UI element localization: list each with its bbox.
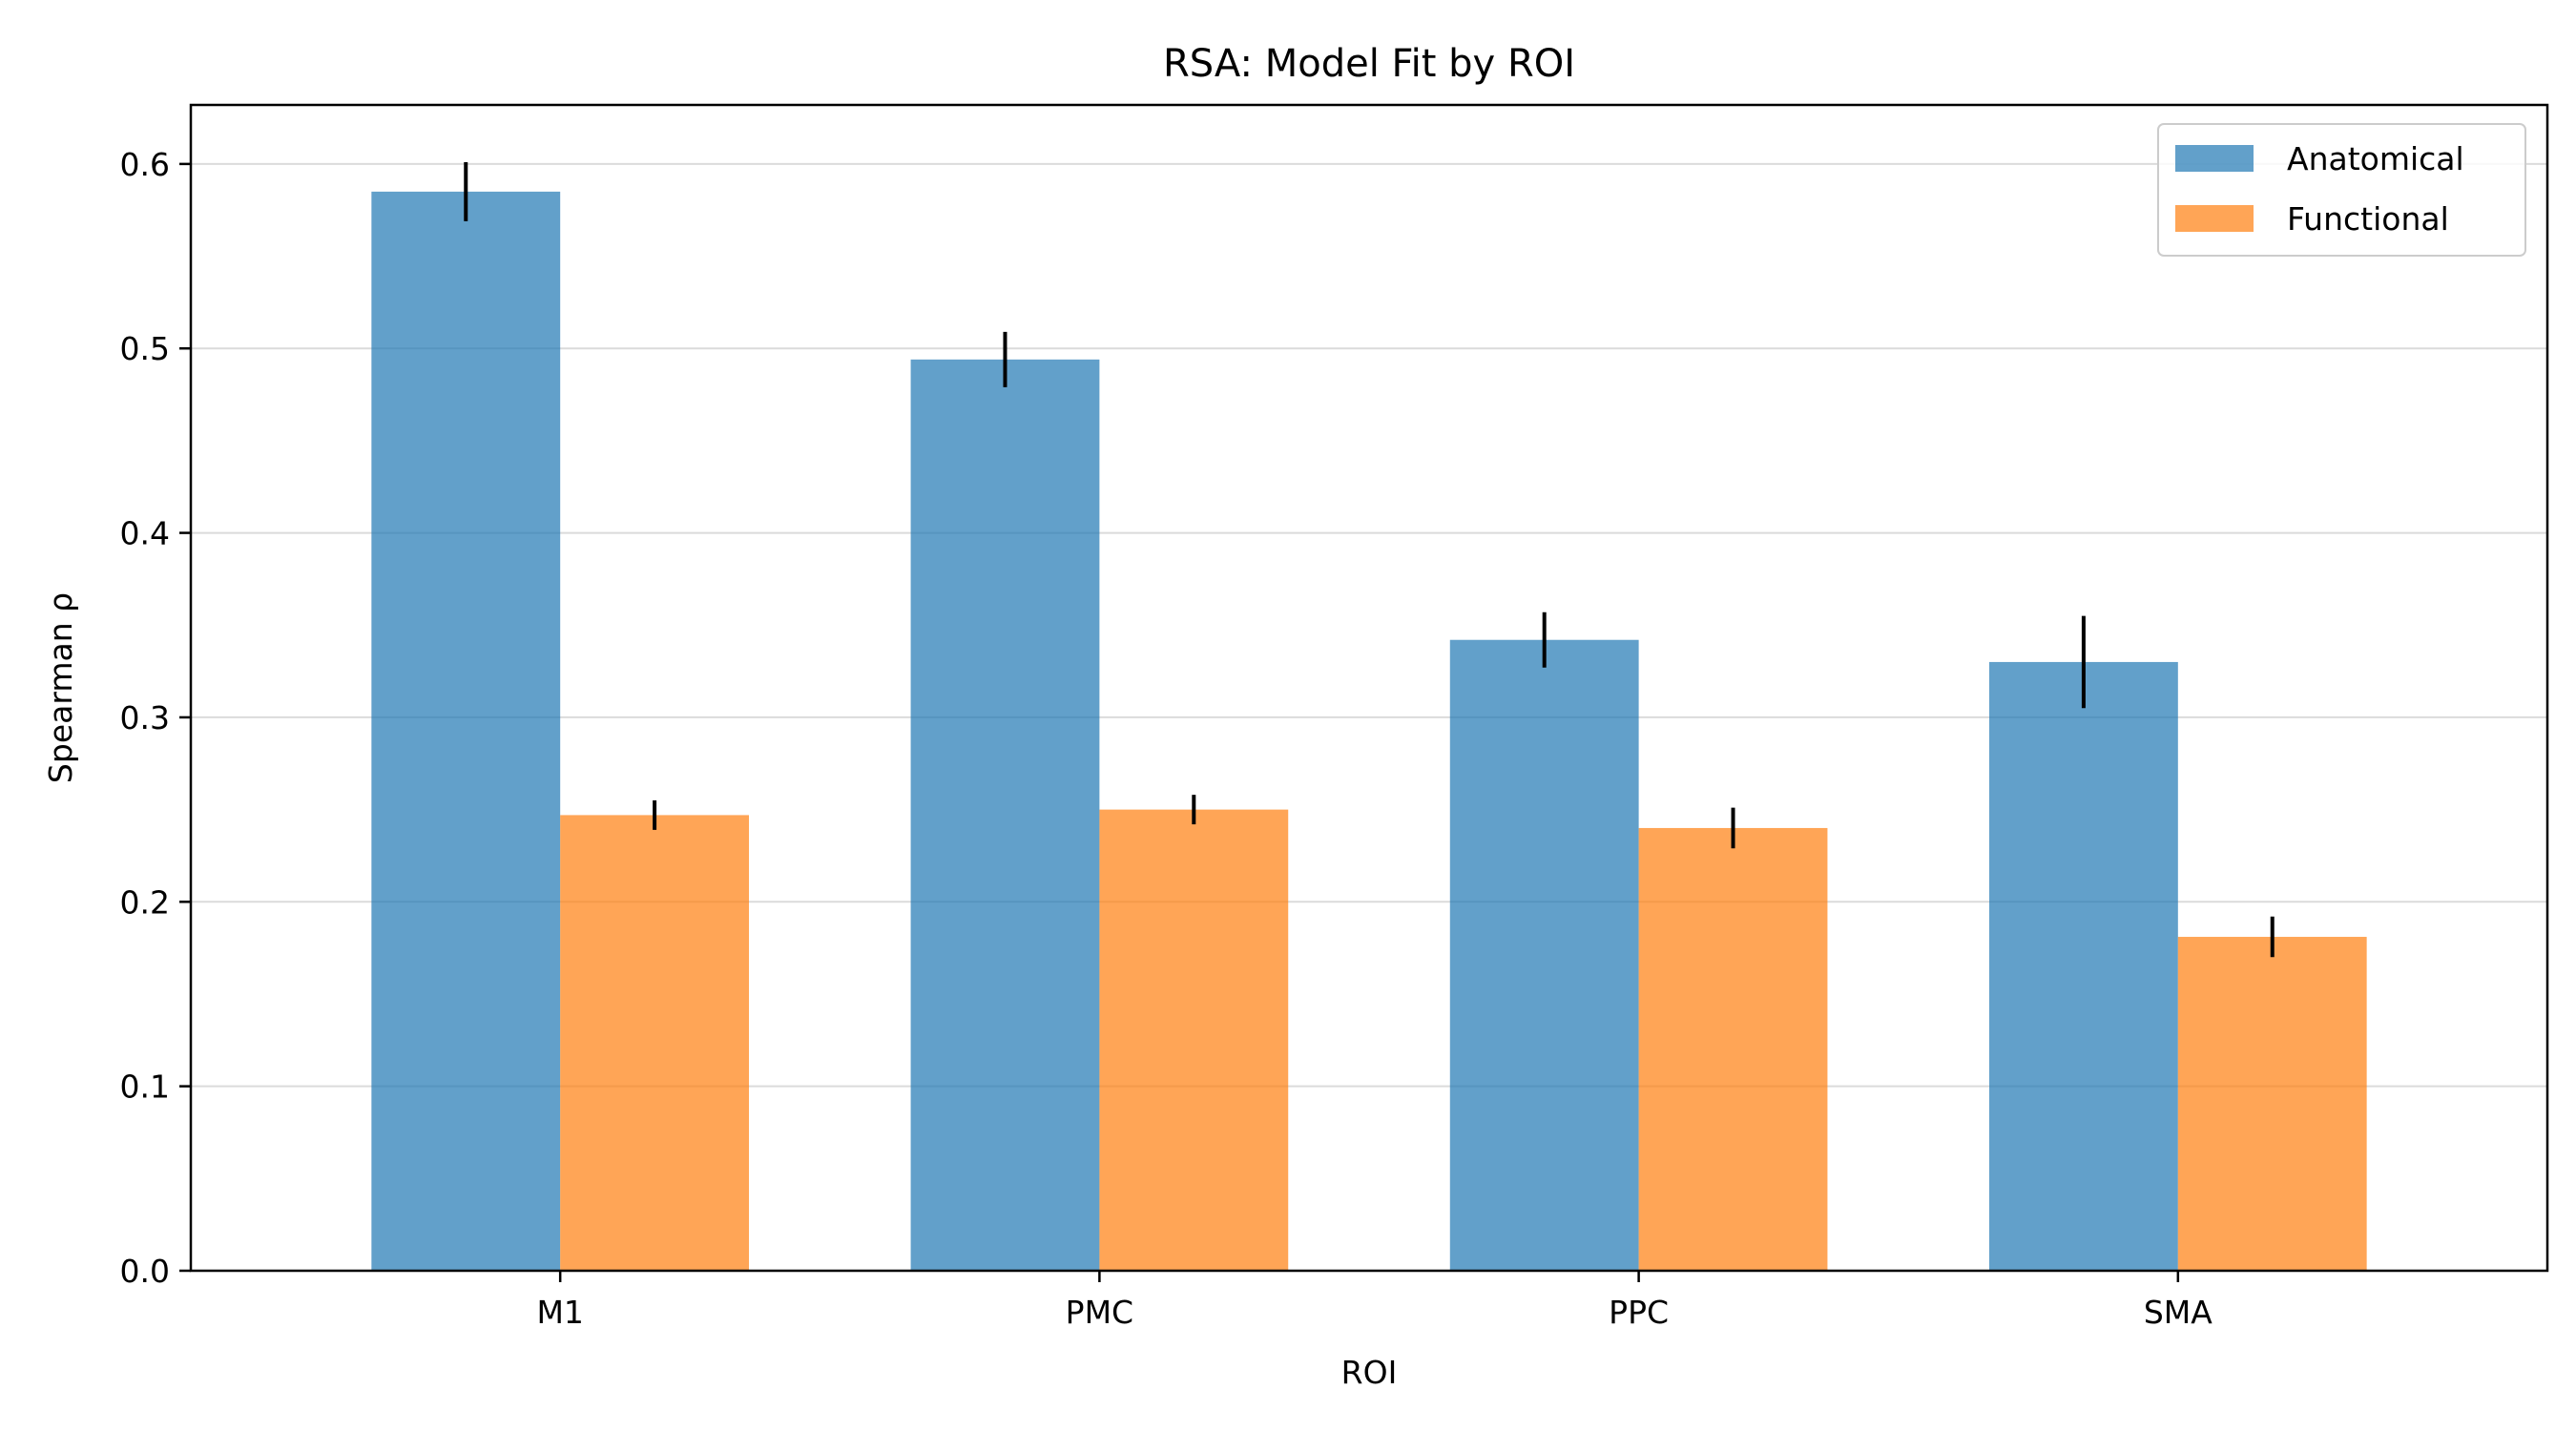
- bar-anatomical: [910, 359, 1100, 1271]
- y-tick-label: 0.1: [120, 1068, 170, 1106]
- bar-anatomical: [371, 191, 561, 1271]
- y-tick-label: 0.4: [120, 515, 170, 552]
- bar-functional: [2177, 937, 2367, 1271]
- x-tick-label: SMA: [2144, 1294, 2212, 1331]
- legend-label-functional: Functional: [2287, 200, 2449, 238]
- y-axis-label: Spearman ρ: [42, 592, 79, 783]
- y-tick-label: 0.3: [120, 699, 170, 736]
- legend: Anatomical Functional: [2157, 123, 2526, 257]
- bar-functional: [560, 815, 749, 1271]
- x-tick-label: PMC: [1066, 1294, 1133, 1331]
- x-axis-label: ROI: [1341, 1354, 1398, 1391]
- plot-frame: [189, 103, 2549, 1273]
- bar-functional: [1638, 827, 1828, 1271]
- bars: [371, 191, 2367, 1271]
- y-axis-ticks: 0.0 0.1 0.2 0.3 0.4 0.5 0.6: [120, 146, 191, 1290]
- x-axis-ticks: M1 PMC PPC SMA: [536, 1271, 2212, 1331]
- error-bars: [464, 161, 2275, 958]
- legend-swatch-anatomical: [2175, 145, 2254, 172]
- bar-anatomical: [1989, 661, 2178, 1271]
- bar-functional: [1099, 809, 1289, 1271]
- chart-title: RSA: Model Fit by ROI: [1163, 42, 1575, 86]
- bar-anatomical: [1449, 639, 1639, 1271]
- legend-swatch-functional: [2175, 205, 2254, 232]
- y-tick-label: 0.6: [120, 146, 170, 183]
- y-tick-label: 0.2: [120, 883, 170, 921]
- x-tick-label: M1: [536, 1294, 583, 1331]
- y-tick-label: 0.0: [120, 1253, 170, 1290]
- x-tick-label: PPC: [1609, 1294, 1669, 1331]
- y-tick-label: 0.5: [120, 330, 170, 367]
- legend-label-anatomical: Anatomical: [2287, 140, 2464, 177]
